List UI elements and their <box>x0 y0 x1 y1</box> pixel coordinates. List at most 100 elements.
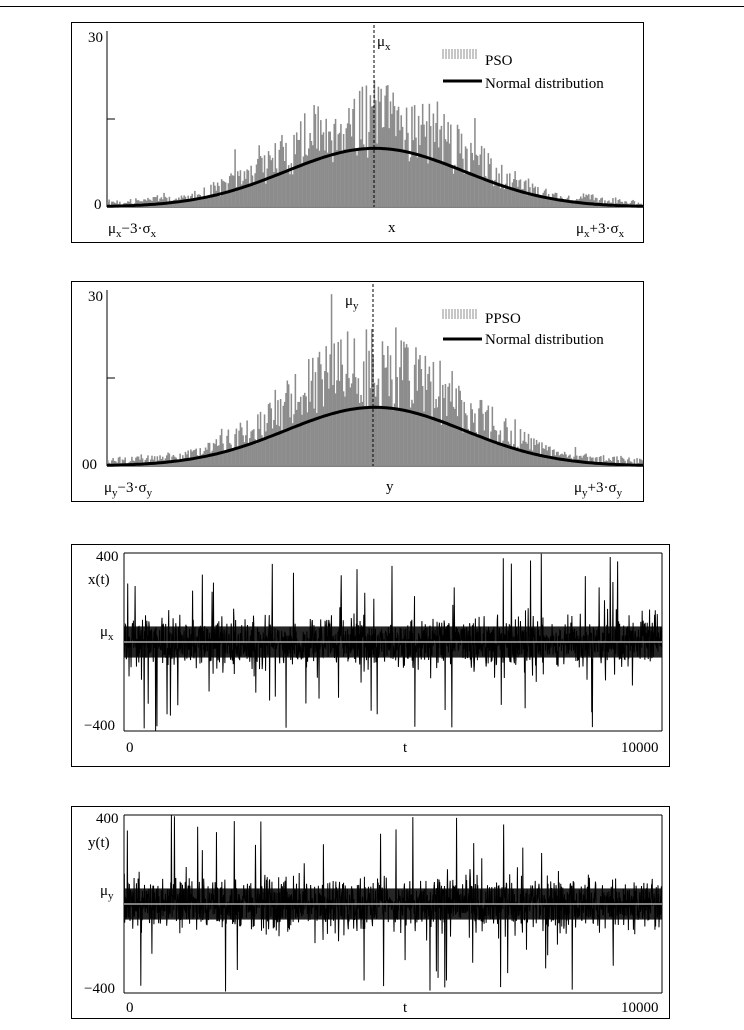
histogram-bar <box>624 201 626 207</box>
histogram-bar <box>546 199 549 207</box>
histogram-bar <box>408 161 411 207</box>
histogram-bar <box>198 456 200 466</box>
histogram-bar <box>299 396 302 466</box>
normal-curve <box>107 146 643 208</box>
histogram-bar <box>326 152 329 207</box>
y-tick-bottom: 00 <box>82 457 97 473</box>
histogram-bar <box>346 331 349 466</box>
histogram-bar <box>451 371 453 466</box>
histogram-bar <box>400 340 402 466</box>
histogram-bar <box>526 443 528 466</box>
histogram-bar <box>600 456 602 466</box>
histogram-bar <box>571 200 574 207</box>
histogram-bar <box>482 413 484 466</box>
histogram-bar <box>316 148 318 207</box>
histogram-bar <box>433 141 436 207</box>
histogram-bar <box>403 151 405 207</box>
histogram-bar <box>271 428 274 466</box>
histogram-bar <box>113 460 116 466</box>
histogram-bar <box>364 406 366 466</box>
histogram-bar <box>286 168 289 207</box>
histogram-bar <box>242 180 244 207</box>
histogram-bar <box>291 423 294 466</box>
histogram-bar <box>396 110 398 207</box>
legend-curve-label: Normal distribution <box>485 332 604 348</box>
histogram-bar <box>322 132 325 207</box>
histogram-bar <box>621 457 624 466</box>
histogram-bar <box>429 381 432 466</box>
histogram-bar <box>349 124 352 207</box>
histogram-bar <box>203 451 206 466</box>
histogram-bar <box>452 173 455 207</box>
histogram-bar <box>509 173 511 207</box>
histogram-bar <box>235 187 238 207</box>
histogram-bar <box>444 383 447 466</box>
histogram-bar <box>630 200 633 207</box>
histogram-bar <box>340 339 342 466</box>
histogram-bar <box>261 157 263 207</box>
histogram-bar <box>230 444 232 466</box>
histogram-bar <box>569 200 571 207</box>
histogram-bar <box>124 457 126 466</box>
histogram-bar <box>397 106 400 207</box>
histogram-bar <box>297 139 299 207</box>
histogram-bar <box>298 139 301 207</box>
histogram-bar <box>602 455 605 466</box>
histogram-bar <box>119 456 121 466</box>
histogram-bar <box>436 407 439 466</box>
histogram-bar <box>404 139 407 207</box>
x-left-label: μx−3·σx <box>108 221 157 240</box>
histogram-bar <box>436 101 439 207</box>
histogram-bar <box>107 201 109 207</box>
histogram-bar <box>220 428 223 466</box>
histogram-bar <box>440 125 443 207</box>
histogram-bar <box>529 449 531 466</box>
histogram-bar <box>328 388 330 466</box>
histogram-bar <box>640 459 642 466</box>
histogram-bar <box>499 430 502 466</box>
histogram-bar <box>446 141 448 207</box>
histogram-bar <box>488 164 491 207</box>
histogram-bar <box>370 106 373 207</box>
histogram-bar <box>428 103 431 207</box>
histogram-bar <box>405 107 408 207</box>
histogram-bar <box>365 329 368 466</box>
histogram-y-plot <box>106 284 644 467</box>
histogram-bar <box>413 364 416 466</box>
histogram-bar <box>357 378 360 466</box>
histogram-bar <box>151 455 153 466</box>
histogram-bar <box>219 435 222 466</box>
histogram-bar <box>196 455 199 466</box>
histogram-bar <box>360 139 362 207</box>
histogram-bar <box>405 344 408 466</box>
histogram-bar <box>608 458 610 466</box>
histogram-bar <box>476 436 479 466</box>
histogram-bar <box>475 154 478 207</box>
histogram-bar <box>388 128 390 207</box>
histogram-bar <box>293 414 295 466</box>
histogram-bar <box>357 150 360 207</box>
histogram-bar <box>195 200 197 207</box>
histogram-bar <box>236 448 239 466</box>
histogram-bar <box>498 434 500 466</box>
histogram-bar <box>159 455 161 466</box>
histogram-bar <box>211 450 214 466</box>
histogram-bar <box>388 396 390 466</box>
histogram-bar <box>495 167 498 207</box>
histogram-bar <box>490 431 492 466</box>
histogram-bar <box>522 440 524 466</box>
histogram-bar <box>636 458 638 466</box>
histogram-bar <box>550 456 553 466</box>
histogram-bar <box>507 441 510 466</box>
histogram-bar <box>550 198 553 207</box>
histogram-bar <box>340 124 342 207</box>
histogram-bar <box>542 192 545 207</box>
histogram-bar <box>467 428 469 466</box>
histogram-bar <box>376 143 378 207</box>
histogram-bar <box>308 148 310 207</box>
histogram-bar <box>298 401 301 466</box>
histogram-bar <box>549 198 551 207</box>
histogram-bar <box>399 130 401 207</box>
histogram-bar <box>454 408 456 466</box>
histogram-bar <box>318 351 321 466</box>
